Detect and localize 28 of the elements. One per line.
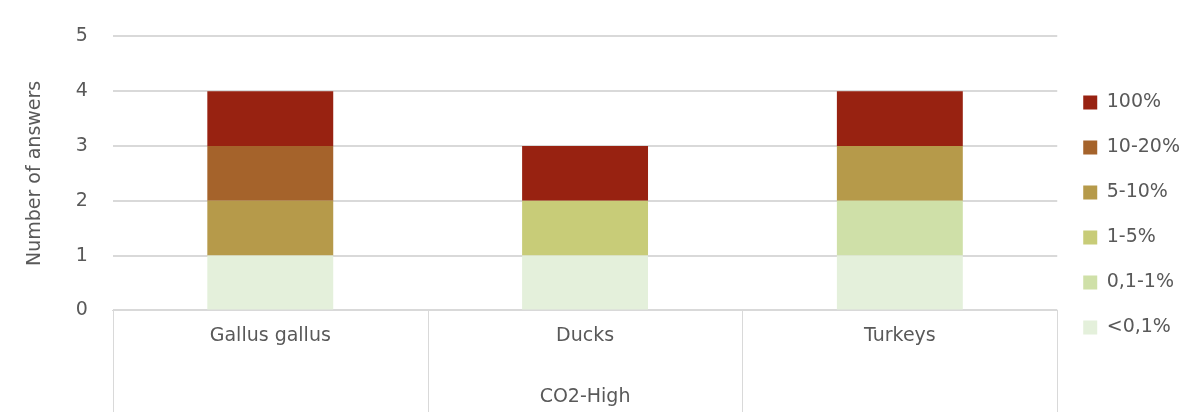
bar bbox=[836, 255, 963, 310]
legend-label: 1-5% bbox=[1106, 224, 1156, 247]
legend-label: 0,1-1% bbox=[1106, 269, 1174, 292]
y-tick-label: 2 bbox=[75, 187, 88, 210]
legend-label: 5-10% bbox=[1106, 179, 1168, 202]
bar bbox=[836, 91, 963, 146]
y-axis-title: Number of answers bbox=[22, 80, 45, 267]
legend-label: 100% bbox=[1106, 89, 1162, 112]
x-tick-label: Gallus gallus bbox=[209, 322, 331, 345]
y-tick-label: 3 bbox=[75, 132, 88, 155]
bar bbox=[522, 146, 649, 201]
bar bbox=[207, 200, 334, 256]
bar bbox=[836, 200, 963, 256]
x-tick-label: Ducks bbox=[556, 322, 615, 345]
bar bbox=[522, 255, 649, 310]
x-tick-label: Turkeys bbox=[862, 322, 936, 345]
y-tick-label: 1 bbox=[75, 242, 88, 265]
bar bbox=[207, 91, 334, 146]
legend-label: 10-20% bbox=[1106, 134, 1180, 157]
y-tick-label: 5 bbox=[75, 23, 88, 46]
bar bbox=[207, 146, 334, 201]
bar bbox=[522, 200, 649, 256]
y-tick-label: 0 bbox=[75, 297, 88, 320]
legend-label: <0,1% bbox=[1106, 314, 1171, 337]
x-axis-title: CO2-High bbox=[539, 383, 631, 406]
bar bbox=[207, 255, 334, 310]
y-tick-label: 4 bbox=[75, 78, 88, 101]
bar bbox=[836, 146, 963, 201]
